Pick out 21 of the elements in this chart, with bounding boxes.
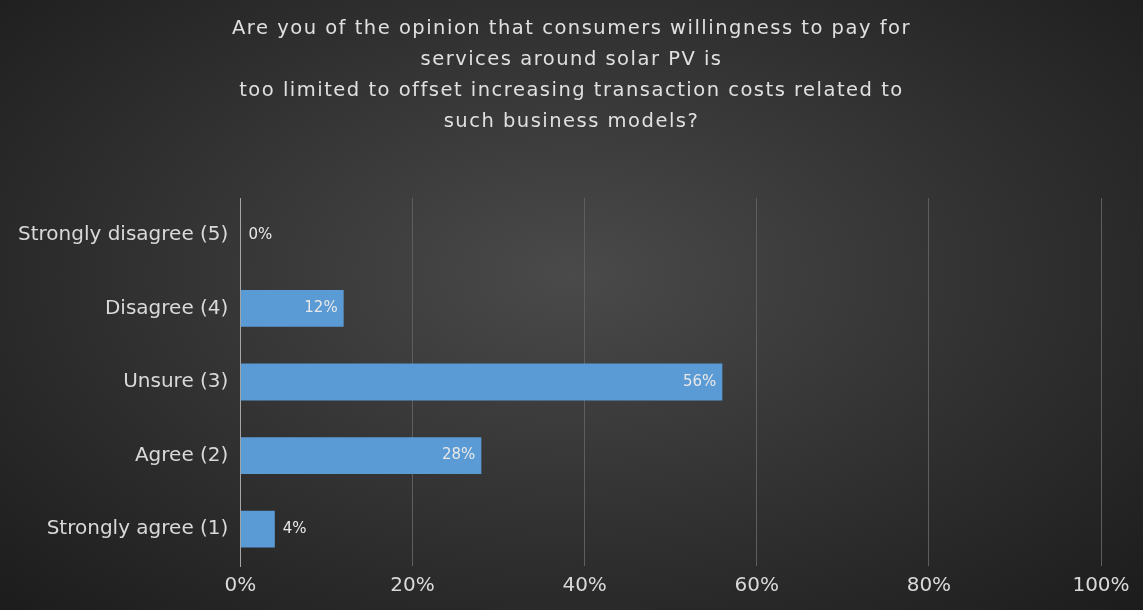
- x-tick-label: 60%: [734, 572, 779, 597]
- y-tick-label: Unsure (3): [123, 368, 229, 393]
- data-label: 28%: [442, 445, 476, 464]
- bar: [240, 290, 344, 327]
- y-tick-label: Disagree (4): [104, 294, 229, 319]
- data-label: 12%: [304, 298, 338, 317]
- data-label: 56%: [682, 371, 717, 390]
- y-tick-label: Strongly agree (1): [46, 515, 229, 540]
- y-tick-label: Agree (2): [134, 441, 229, 466]
- x-tick-label: 20%: [390, 572, 435, 597]
- bar: [240, 363, 723, 401]
- x-tick-label: 0%: [224, 572, 257, 597]
- data-label: 4%: [282, 519, 307, 538]
- chart-title: Are you of the opinion that consumers willingness to pay for services around solar PV is too limited to offset increasing transaction costs related to such business models?: [231, 15, 912, 134]
- data-label: 0%: [248, 224, 273, 243]
- bar: [240, 510, 275, 548]
- x-tick-label: 100%: [1072, 572, 1130, 597]
- y-tick-label: Strongly disagree (5): [17, 221, 229, 245]
- x-tick-label: 40%: [562, 572, 607, 597]
- bar: [240, 437, 482, 474]
- x-tick-label: 80%: [906, 572, 952, 597]
